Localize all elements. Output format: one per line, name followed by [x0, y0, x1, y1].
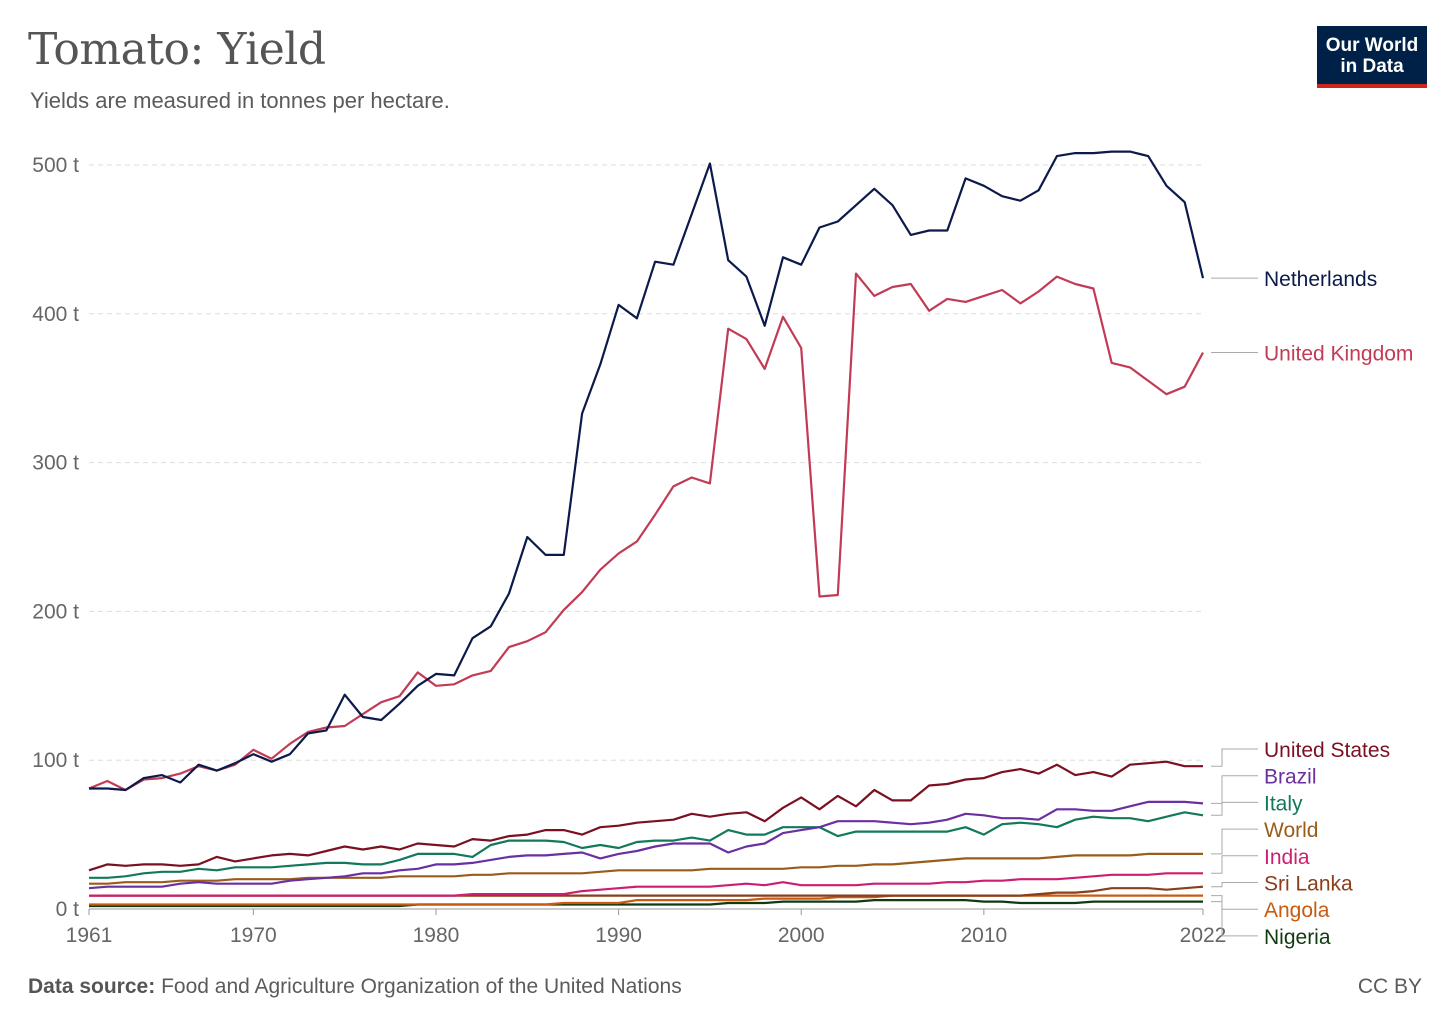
chart-title: Tomato: Yield [28, 24, 326, 75]
series-label-angola: Angola [1264, 899, 1330, 922]
series-line-netherlands [89, 150, 1205, 792]
y-tick-label: 0 t [56, 898, 80, 921]
y-tick-label: 200 t [32, 600, 79, 623]
x-tick-label: 1980 [413, 924, 460, 947]
label-connector [1211, 882, 1258, 888]
chart-subtitle: Yields are measured in tonnes per hectar… [30, 88, 450, 113]
series-line-italy [89, 811, 1204, 879]
x-tick-label: 2022 [1180, 924, 1227, 947]
line-chart: 0 t 100 t 200 t 300 t 400 t 500 t 1961 1970 198… [32, 150, 1413, 949]
series-label-world: World [1264, 819, 1318, 842]
x-tick-label: 2010 [960, 924, 1007, 947]
logo-line-1: Our World [1325, 35, 1419, 56]
x-tick-label: 1990 [595, 924, 642, 947]
y-tick-label: 400 t [32, 303, 79, 326]
series-label-sri-lanka: Sri Lanka [1264, 873, 1353, 896]
label-connector [1211, 801, 1258, 816]
x-tick-label: 1961 [66, 924, 113, 947]
series-label-italy: Italy [1264, 792, 1303, 815]
data-source-label: Data source: [28, 975, 156, 998]
series-label-india: India [1264, 846, 1310, 869]
data-source-text: Food and Agriculture Organization of the… [161, 975, 682, 998]
label-connector [1211, 748, 1258, 767]
series-label-nigeria: Nigeria [1264, 926, 1331, 949]
label-connector [1211, 895, 1258, 910]
series-line-united-states [88, 760, 1203, 872]
y-tick-label: 300 t [32, 452, 79, 475]
series-line-sri-lanka [89, 885, 1204, 897]
series-label-netherlands: Netherlands [1264, 268, 1377, 291]
x-tick-label: 2000 [778, 924, 825, 947]
label-connector [1211, 901, 1258, 937]
label-connector [1211, 775, 1258, 804]
series-label-united-states: United States [1264, 739, 1390, 762]
x-tick-label: 1970 [230, 924, 277, 947]
owid-logo[interactable]: Our World in Data [1317, 26, 1427, 88]
label-connector [1211, 855, 1258, 874]
label-connector [1211, 828, 1258, 855]
y-tick-label: 100 t [32, 749, 79, 772]
y-tick-label: 500 t [32, 154, 79, 177]
logo-line-2: in Data [1340, 56, 1404, 77]
series-line-india [89, 872, 1203, 897]
series-line-nigeria [89, 898, 1203, 908]
license[interactable]: CC BY [1357, 975, 1422, 998]
series-line-united-kingdom [88, 272, 1204, 792]
series-label-united-kingdom: United Kingdom [1264, 342, 1413, 365]
series-line-brazil [88, 800, 1204, 890]
data-source: Data source: Food and Agriculture Organi… [28, 975, 682, 999]
series-line-world [89, 852, 1203, 885]
series-label-brazil: Brazil [1264, 766, 1317, 789]
